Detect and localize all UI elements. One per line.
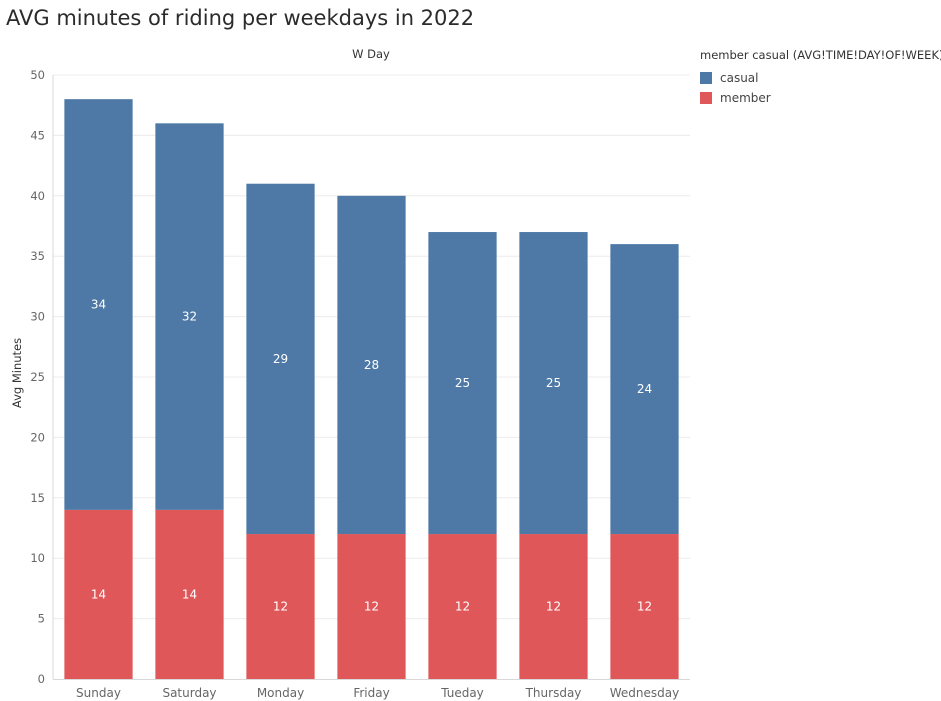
column-header: W Day — [352, 47, 390, 61]
legend-title: member casual (AVG!TIME!DAY!OF!WEEK) — [700, 48, 941, 62]
data-label-casual: 29 — [273, 352, 288, 366]
data-label-casual: 25 — [455, 376, 470, 390]
legend: member casual (AVG!TIME!DAY!OF!WEEK) cas… — [700, 48, 941, 108]
data-label-member: 12 — [364, 600, 379, 614]
data-label-casual: 32 — [182, 310, 197, 324]
data-label-casual: 34 — [91, 298, 106, 312]
data-labels: 14 34 14 32 12 29 12 28 12 25 12 25 12 24 — [91, 298, 652, 614]
y-tick-label: 30 — [30, 310, 45, 324]
y-tick-label: 20 — [30, 430, 45, 444]
x-tick-label: Thursday — [525, 686, 582, 700]
legend-item-member[interactable]: member — [700, 88, 941, 108]
bar-member-wednesday[interactable] — [610, 534, 679, 679]
bar-casual-friday[interactable] — [337, 195, 406, 535]
x-tick-label: Monday — [257, 686, 304, 700]
x-tick-label: Sunday — [76, 686, 121, 700]
data-label-member: 12 — [455, 600, 470, 614]
legend-item-casual[interactable]: casual — [700, 68, 941, 88]
data-label-casual: 28 — [364, 358, 379, 372]
y-tick-label: 45 — [30, 128, 45, 142]
legend-items: casual member — [700, 68, 941, 108]
data-label-member: 14 — [91, 587, 106, 601]
bar-casual-saturday[interactable] — [155, 123, 224, 510]
bar-member-monday[interactable] — [246, 534, 315, 679]
y-tick-label: 5 — [38, 612, 45, 626]
bar-member-sunday[interactable] — [64, 509, 133, 679]
legend-swatch — [700, 72, 712, 84]
y-tick-label: 0 — [38, 672, 45, 686]
y-tick-label: 25 — [30, 370, 45, 384]
data-label-casual: 24 — [637, 382, 652, 396]
data-label-casual: 25 — [546, 376, 561, 390]
bar-member-saturday[interactable] — [155, 509, 224, 679]
bar-member-thursday[interactable] — [519, 534, 588, 679]
legend-swatch — [700, 92, 712, 104]
bar-member-tueday[interactable] — [428, 534, 497, 679]
bar-casual-thursday[interactable] — [519, 232, 588, 535]
y-tick-label: 15 — [30, 491, 45, 505]
data-label-member: 12 — [637, 600, 652, 614]
bar-casual-monday[interactable] — [246, 183, 315, 535]
data-label-member: 12 — [546, 600, 561, 614]
y-tick-label: 35 — [30, 249, 45, 263]
x-tick-label: Friday — [353, 686, 389, 700]
y-tick-label: 50 — [30, 68, 45, 82]
bars — [64, 99, 679, 679]
x-tick-label: Wednesday — [610, 686, 679, 700]
y-axis-title: Avg Minutes — [10, 338, 24, 408]
y-tick-label: 40 — [30, 189, 45, 203]
bar-member-friday[interactable] — [337, 534, 406, 679]
x-tick-label: Saturday — [162, 686, 216, 700]
axes: W Day Avg Minutes 0 5 10 15 20 25 30 35 40 45 50 Su… — [10, 47, 690, 700]
x-tick-label: Tueday — [440, 686, 484, 700]
bar-casual-wednesday[interactable] — [610, 244, 679, 535]
chart-title: AVG minutes of riding per weekdays in 20… — [6, 6, 475, 30]
bar-casual-sunday[interactable] — [64, 99, 133, 510]
legend-label: member — [720, 91, 771, 105]
data-label-member: 14 — [182, 587, 197, 601]
bar-casual-tueday[interactable] — [428, 232, 497, 535]
y-tick-label: 10 — [30, 551, 45, 565]
legend-label: casual — [720, 71, 759, 85]
data-label-member: 12 — [273, 600, 288, 614]
